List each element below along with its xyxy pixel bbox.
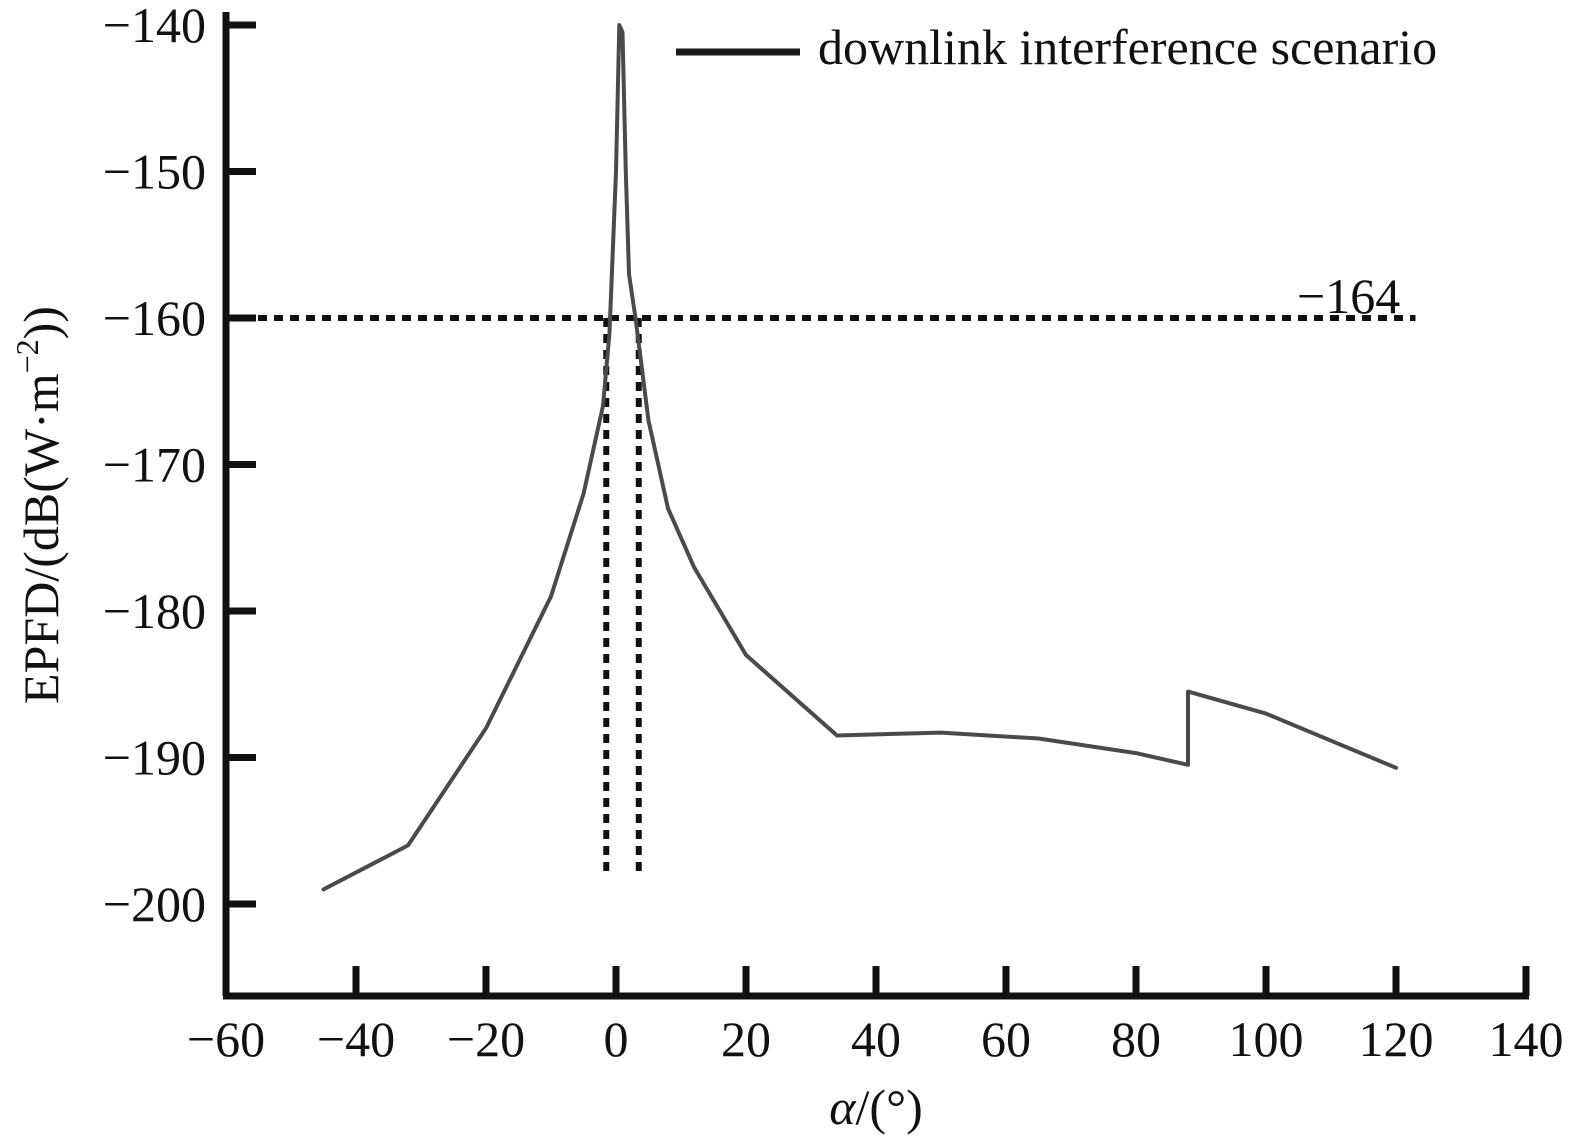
legend-label: downlink interference scenario — [818, 19, 1437, 75]
y-axis-label-close: )) — [13, 306, 69, 339]
x-tick-label: 60 — [981, 1011, 1031, 1067]
y-tick-label: −200 — [103, 876, 206, 932]
x-tick-label: 100 — [1229, 1011, 1304, 1067]
x-axis-variable: α — [829, 1079, 857, 1135]
legend: downlink interference scenario — [676, 19, 1437, 75]
tick-labels: −60 −40 −20 0 20 40 60 80 100 120 140−140−150−160−… — [103, 0, 1564, 1067]
series-line — [321, 23, 1398, 892]
axes — [222, 12, 1529, 1000]
y-axis-label-superscript: −2 — [9, 339, 45, 373]
x-tick-label: 0 — [604, 1011, 629, 1067]
x-tick-label: −20 — [447, 1011, 525, 1067]
x-tick-label: −40 — [317, 1011, 395, 1067]
x-tick-label: 120 — [1359, 1011, 1434, 1067]
reference-line-label: −164 — [1297, 268, 1400, 324]
x-tick-label: 80 — [1111, 1011, 1161, 1067]
y-tick-label: −190 — [103, 730, 206, 786]
y-axis-label-main: EPFD/(dB(W·m — [13, 373, 69, 704]
x-tick-label: 20 — [721, 1011, 771, 1067]
y-tick-label: −180 — [103, 583, 206, 639]
series-group — [321, 23, 1398, 892]
y-tick-label: −150 — [103, 144, 206, 200]
ticks — [222, 21, 1530, 996]
y-tick-label: −160 — [103, 290, 206, 346]
x-tick-label: −60 — [187, 1011, 265, 1067]
x-axis-unit: /(°) — [856, 1079, 923, 1135]
y-axis-title: EPFD/(dB(W·m−2)) — [9, 306, 69, 704]
x-axis-title: α/(°) — [829, 1079, 922, 1135]
x-tick-label: 140 — [1489, 1011, 1564, 1067]
x-tick-label: 40 — [851, 1011, 901, 1067]
drop-lines — [603, 318, 642, 875]
y-tick-label: −170 — [103, 437, 206, 493]
y-tick-label: −140 — [103, 0, 206, 53]
